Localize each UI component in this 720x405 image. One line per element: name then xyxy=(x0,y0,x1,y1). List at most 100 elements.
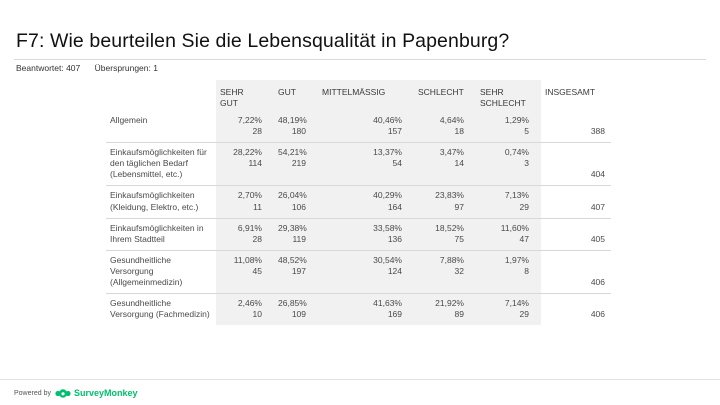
answer-cell: 7,22% 28 xyxy=(216,111,274,143)
answer-cell: 7,14% 29 xyxy=(476,292,541,325)
title-divider xyxy=(14,59,706,60)
cell-count: 119 xyxy=(292,233,306,244)
answer-cell: 4,64% 18 xyxy=(414,111,476,143)
cell-count: 180 xyxy=(291,126,306,137)
footer-divider xyxy=(0,379,720,380)
surveymonkey-icon xyxy=(55,388,71,398)
answer-cell: 26,85% 109 xyxy=(274,292,318,325)
answered-count: Beantwortet: 407 xyxy=(16,63,81,73)
answer-cell: 40,29% 164 xyxy=(318,185,414,219)
row-label: Einkaufsmöglichkeiten für den täglichen … xyxy=(106,142,216,186)
answer-cell: 2,70% 11 xyxy=(216,185,274,219)
answer-cell: 1,97% 8 xyxy=(476,249,541,294)
row-total: 406 xyxy=(541,249,611,294)
answer-cell: 40,46% 157 xyxy=(318,111,414,143)
table-row: Gesundheitliche Versorgung (Allgemeinmed… xyxy=(106,249,611,294)
answer-cell: 21,92% 89 xyxy=(414,292,476,325)
cell-count: 28 xyxy=(252,233,262,244)
table-header-row: SEHR GUT GUT MITTELMÄSSIG SCHLECHT SEHR SC… xyxy=(106,80,611,112)
cell-percent: 48,19% xyxy=(278,115,307,126)
footer: Powered by SurveyMonkey xyxy=(14,388,138,398)
row-label: Einkaufsmöglichkeiten (Kleidung, Elektro… xyxy=(106,185,216,219)
row-total: 407 xyxy=(541,185,611,219)
cell-count: 109 xyxy=(291,308,306,319)
cell-percent: 29,38% xyxy=(278,222,307,233)
cell-count: 106 xyxy=(291,201,306,212)
answer-cell: 33,58% 136 xyxy=(318,217,414,251)
cell-percent: 26,85% xyxy=(278,297,307,308)
cell-percent: 11,08% xyxy=(233,254,262,265)
cell-count: 164 xyxy=(387,201,402,212)
answer-cell: 2,46% 10 xyxy=(216,292,274,325)
cell-percent: 1,97% xyxy=(504,254,529,265)
cell-percent: 26,04% xyxy=(278,190,307,201)
cell-percent: 23,83% xyxy=(435,190,464,201)
cell-percent: 18,52% xyxy=(435,222,464,233)
cell-percent: 40,29% xyxy=(373,190,402,201)
column-header: SCHLECHT xyxy=(414,80,476,112)
cell-count: 11 xyxy=(253,201,262,212)
answer-cell: 3,47% 14 xyxy=(414,142,476,186)
answer-cell: 30,54% 124 xyxy=(318,249,414,294)
answer-cell: 26,04% 106 xyxy=(274,185,318,219)
cell-percent: 7,14% xyxy=(504,297,529,308)
cell-percent: 7,88% xyxy=(439,254,464,265)
cell-percent: 33,58% xyxy=(373,222,402,233)
row-total: 406 xyxy=(541,292,611,325)
cell-count: 28 xyxy=(252,126,262,137)
cell-count: 136 xyxy=(387,233,402,244)
row-label: Gesundheitliche Versorgung (Allgemeinmed… xyxy=(106,249,216,294)
cell-count: 45 xyxy=(252,265,262,276)
answer-cell: 23,83% 97 xyxy=(414,185,476,219)
cell-count: 219 xyxy=(291,158,306,169)
cell-percent: 7,22% xyxy=(237,115,262,126)
answer-cell: 1,29% 5 xyxy=(476,111,541,143)
answer-cell: 41,63% 169 xyxy=(318,292,414,325)
answer-cell: 13,37% 54 xyxy=(318,142,414,186)
row-total: 405 xyxy=(541,217,611,251)
cell-percent: 11,60% xyxy=(500,222,529,233)
cell-percent: 13,37% xyxy=(373,147,402,158)
skipped-count: Übersprungen: 1 xyxy=(94,63,158,73)
cell-percent: 0,74% xyxy=(504,147,529,158)
cell-count: 89 xyxy=(454,308,464,319)
answer-cell: 7,13% 29 xyxy=(476,185,541,219)
cell-count: 18 xyxy=(454,126,464,137)
table-row: Gesundheitliche Versorgung (Fachmedizin)… xyxy=(106,292,611,325)
cell-percent: 2,46% xyxy=(237,297,262,308)
powered-by-text: Powered by xyxy=(14,389,51,397)
row-label: Einkaufsmöglichkeiten in Ihrem Stadtteil xyxy=(106,217,216,251)
response-meta: Beantwortet: 407 Übersprungen: 1 xyxy=(16,63,158,73)
answer-cell: 7,88% 32 xyxy=(414,249,476,294)
column-header-total: INSGESAMT xyxy=(545,87,596,97)
cell-count: 97 xyxy=(454,201,464,212)
cell-percent: 41,63% xyxy=(373,297,402,308)
row-label: Gesundheitliche Versorgung (Fachmedizin) xyxy=(106,292,216,325)
cell-count: 197 xyxy=(291,265,306,276)
cell-count: 75 xyxy=(454,233,464,244)
header-label-col xyxy=(106,80,216,112)
cell-percent: 48,52% xyxy=(278,254,307,265)
answer-cell: 11,60% 47 xyxy=(476,217,541,251)
answer-cell: 11,08% 45 xyxy=(216,249,274,294)
cell-count: 3 xyxy=(524,158,529,169)
cell-count: 169 xyxy=(387,308,402,319)
cell-count: 8 xyxy=(524,265,529,276)
surveymonkey-logo: SurveyMonkey xyxy=(55,388,138,398)
answer-cell: 48,19% 180 xyxy=(274,111,318,143)
cell-count: 5 xyxy=(524,126,529,137)
table-row: Einkaufsmöglichkeiten (Kleidung, Elektro… xyxy=(106,185,611,219)
cell-count: 157 xyxy=(387,126,402,137)
cell-percent: 54,21% xyxy=(278,147,307,158)
answer-cell: 6,91% 28 xyxy=(216,217,274,251)
answer-cell: 48,52% 197 xyxy=(274,249,318,294)
cell-percent: 28,22% xyxy=(233,147,262,158)
column-header: GUT xyxy=(274,80,318,112)
cell-percent: 1,29% xyxy=(504,115,529,126)
row-total: 404 xyxy=(541,142,611,186)
column-header: MITTELMÄSSIG xyxy=(318,80,414,112)
answer-cell: 28,22% 114 xyxy=(216,142,274,186)
cell-count: 29 xyxy=(519,201,529,212)
column-header: SEHR SCHLECHT xyxy=(476,80,541,112)
cell-percent: 6,91% xyxy=(237,222,262,233)
